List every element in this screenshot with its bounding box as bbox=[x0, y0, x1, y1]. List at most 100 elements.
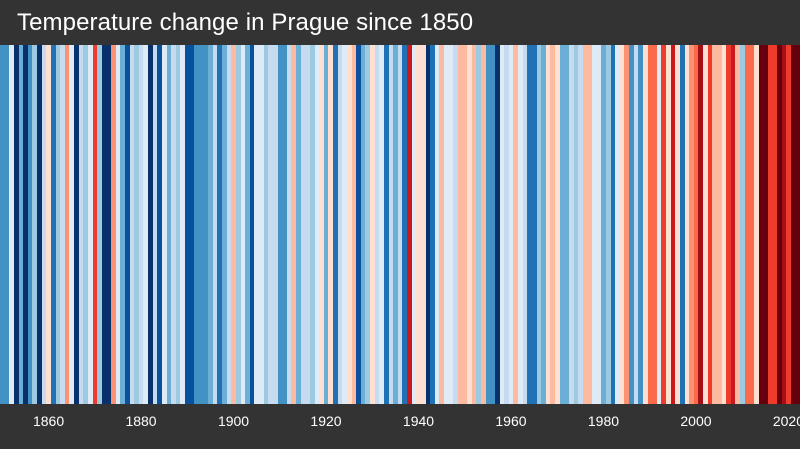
year-stripe bbox=[374, 45, 380, 404]
year-stripe bbox=[656, 45, 662, 404]
year-stripe bbox=[60, 45, 65, 404]
year-stripe bbox=[268, 45, 273, 404]
x-tick-label: 1920 bbox=[310, 413, 342, 429]
year-stripe bbox=[545, 45, 551, 404]
year-stripe bbox=[652, 45, 657, 404]
year-stripe bbox=[790, 45, 796, 404]
year-stripe bbox=[508, 45, 514, 404]
year-stripe bbox=[226, 45, 232, 404]
year-stripe bbox=[476, 45, 481, 404]
year-stripe bbox=[277, 45, 283, 404]
year-stripe bbox=[555, 45, 560, 404]
year-stripe bbox=[360, 45, 366, 404]
year-stripe bbox=[490, 45, 495, 404]
year-stripe bbox=[411, 45, 417, 404]
year-stripe bbox=[46, 45, 51, 404]
year-stripe bbox=[356, 45, 361, 404]
year-stripe bbox=[425, 45, 431, 404]
year-stripe bbox=[263, 45, 269, 404]
year-stripe bbox=[638, 45, 643, 404]
year-stripe bbox=[721, 45, 727, 404]
year-stripe bbox=[64, 45, 70, 404]
year-stripe bbox=[536, 45, 542, 404]
year-stripe bbox=[582, 45, 588, 404]
chart-title: Temperature change in Prague since 1850 bbox=[17, 9, 474, 36]
year-stripe bbox=[305, 45, 310, 404]
year-stripe bbox=[129, 45, 135, 404]
year-stripe bbox=[601, 45, 606, 404]
year-stripe bbox=[161, 45, 167, 404]
year-stripe bbox=[744, 45, 750, 404]
year-stripe bbox=[37, 45, 42, 404]
year-stripe bbox=[138, 45, 144, 404]
year-stripe bbox=[550, 45, 555, 404]
year-stripe bbox=[471, 45, 477, 404]
year-stripe bbox=[346, 45, 352, 404]
year-stripe bbox=[370, 45, 375, 404]
year-stripe bbox=[9, 45, 14, 404]
year-stripe bbox=[50, 45, 56, 404]
year-stripe bbox=[684, 45, 690, 404]
year-stripe bbox=[513, 45, 518, 404]
year-stripe bbox=[763, 45, 768, 404]
year-stripe bbox=[633, 45, 639, 404]
year-stripe bbox=[457, 45, 463, 404]
year-stripe bbox=[448, 45, 454, 404]
year-stripe bbox=[647, 45, 653, 404]
year-stripe bbox=[300, 45, 306, 404]
year-stripe bbox=[249, 45, 255, 404]
year-stripe bbox=[245, 45, 250, 404]
year-stripe bbox=[240, 45, 246, 404]
year-stripe bbox=[670, 45, 676, 404]
year-stripe bbox=[319, 45, 324, 404]
year-stripe bbox=[453, 45, 458, 404]
year-stripe bbox=[416, 45, 421, 404]
x-tick-label: 1940 bbox=[402, 413, 435, 429]
year-stripe bbox=[689, 45, 694, 404]
year-stripe bbox=[494, 45, 500, 404]
year-stripe bbox=[615, 45, 620, 404]
year-stripe bbox=[4, 45, 10, 404]
year-stripe bbox=[23, 45, 28, 404]
x-axis: 1860 1880 1900 1920 1940 1960 1980 2000 2020 bbox=[0, 404, 800, 449]
year-stripe bbox=[55, 45, 61, 404]
year-stripe bbox=[619, 45, 625, 404]
x-tick-label: 1860 bbox=[32, 413, 65, 429]
year-stripe bbox=[444, 45, 449, 404]
year-stripe bbox=[282, 45, 287, 404]
year-stripe bbox=[32, 45, 37, 404]
year-stripe bbox=[499, 45, 505, 404]
year-stripe bbox=[568, 45, 574, 404]
year-stripe bbox=[87, 45, 93, 404]
year-stripe bbox=[698, 45, 703, 404]
year-stripe bbox=[115, 45, 121, 404]
year-stripe bbox=[642, 45, 648, 404]
year-stripe bbox=[337, 45, 343, 404]
year-stripe bbox=[397, 45, 403, 404]
year-stripe bbox=[309, 45, 315, 404]
year-stripe bbox=[111, 45, 116, 404]
year-stripe bbox=[351, 45, 357, 404]
year-stripe bbox=[661, 45, 666, 404]
year-stripe bbox=[795, 45, 800, 404]
year-stripe bbox=[467, 45, 472, 404]
year-stripe bbox=[78, 45, 84, 404]
year-stripe bbox=[120, 45, 125, 404]
year-stripe bbox=[753, 45, 759, 404]
year-stripe bbox=[610, 45, 616, 404]
year-stripe bbox=[740, 45, 745, 404]
x-tick-label: 1880 bbox=[125, 413, 157, 429]
year-stripe bbox=[296, 45, 301, 404]
year-stripe bbox=[134, 45, 139, 404]
year-stripe bbox=[693, 45, 699, 404]
year-stripe bbox=[573, 45, 579, 404]
year-stripe bbox=[522, 45, 528, 404]
year-stripe bbox=[629, 45, 634, 404]
year-stripe bbox=[175, 45, 181, 404]
year-stripe bbox=[481, 45, 486, 404]
year-stripe bbox=[730, 45, 736, 404]
year-stripe bbox=[758, 45, 764, 404]
year-stripe bbox=[254, 45, 259, 404]
year-stripe bbox=[18, 45, 24, 404]
